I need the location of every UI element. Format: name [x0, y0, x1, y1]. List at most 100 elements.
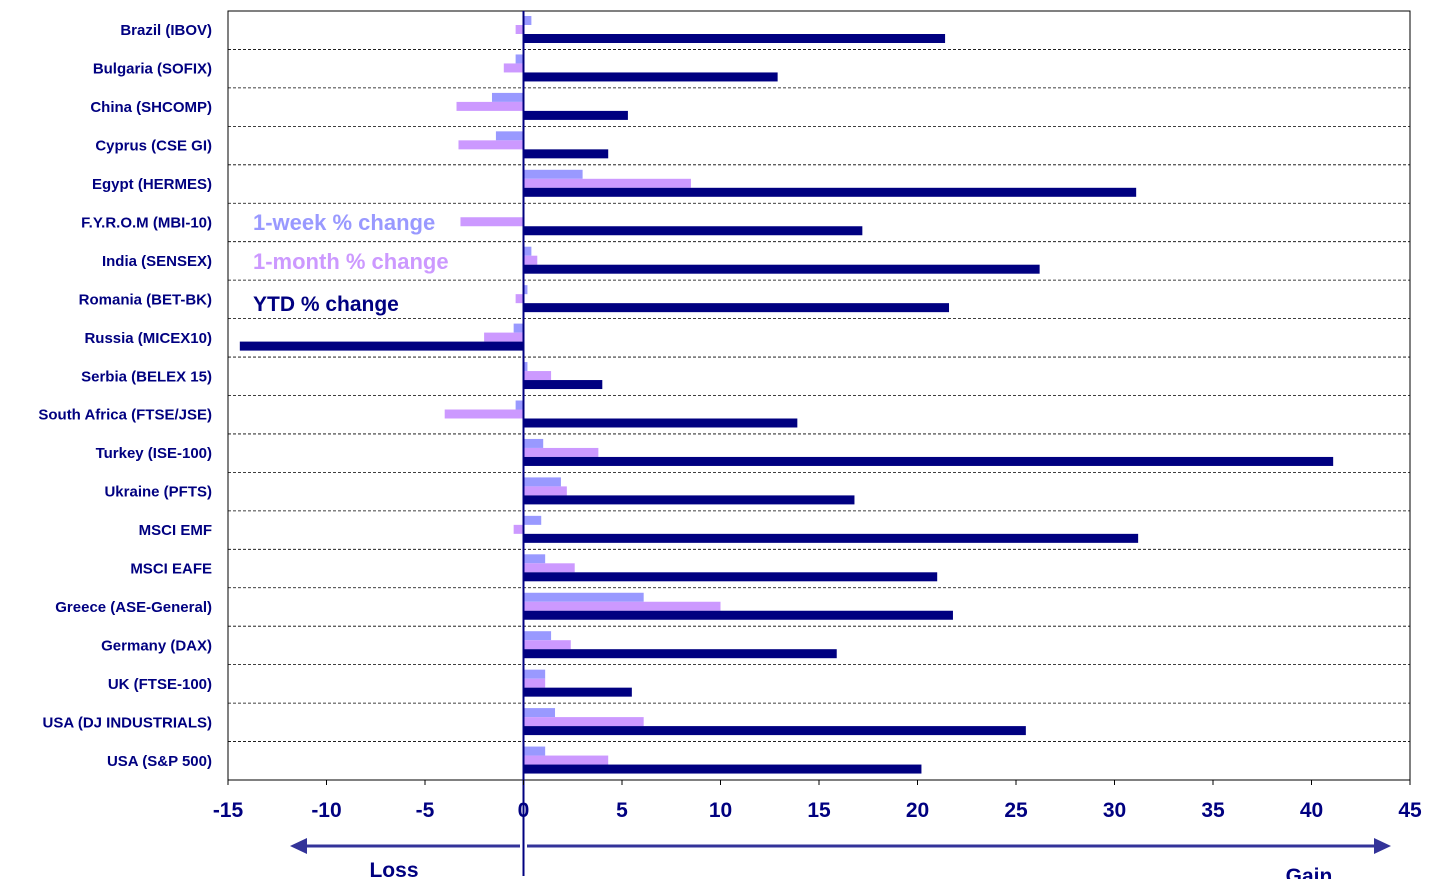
- bar-ytd-change-south-africa-ftse-jse: [523, 418, 798, 428]
- bar-1-week-change-bulgaria-sofix: [515, 54, 524, 64]
- bar-1-month-change-f-y-r-o-m-mbi-10: [460, 217, 524, 227]
- bar-ytd-change-romania-bet-bk: [523, 303, 950, 313]
- bar-ytd-change-f-y-r-o-m-mbi-10: [523, 226, 863, 236]
- bar-1-month-change-china-shcomp: [456, 101, 524, 111]
- bar-1-month-change-usa-s-p-500: [523, 755, 609, 765]
- bar-1-month-change-msci-emf: [513, 524, 524, 534]
- category-label: Cyprus (CSE GI): [95, 138, 212, 155]
- bar-ytd-change-serbia-belex-15: [523, 380, 603, 390]
- category-label: UK (FTSE-100): [108, 676, 212, 693]
- bar-1-week-change-russia-micex10: [513, 323, 524, 333]
- bar-ytd-change-egypt-hermes: [523, 187, 1137, 197]
- bar-1-week-change-cyprus-cse-gi: [495, 131, 524, 141]
- bar-1-month-change-ukraine-pfts: [523, 486, 567, 496]
- bar-ytd-change-bulgaria-sofix: [523, 72, 778, 82]
- bar-ytd-change-msci-eafe: [523, 572, 938, 582]
- bar-1-month-change-romania-bet-bk: [515, 294, 524, 304]
- bar-1-month-change-india-sensex: [523, 255, 538, 265]
- gain-label: Gain: [1286, 865, 1333, 879]
- category-label: Russia (MICEX10): [84, 330, 212, 347]
- category-label: MSCI EAFE: [130, 561, 212, 578]
- x-tick-label: 30: [1103, 799, 1126, 822]
- bar-1-week-change-brazil-ibov: [523, 16, 532, 25]
- x-tick-label: 25: [1004, 799, 1028, 822]
- x-tick-label: 10: [709, 799, 732, 822]
- legend-label-1-week-change: 1-week % change: [253, 210, 435, 235]
- category-label: Serbia (BELEX 15): [81, 368, 212, 385]
- bar-1-week-change-uk-ftse-100: [523, 669, 546, 679]
- x-tick-label: -10: [311, 799, 341, 822]
- bar-1-week-change-romania-bet-bk: [523, 285, 528, 295]
- bar-1-month-change-russia-micex10: [484, 332, 524, 342]
- category-label: Bulgaria (SOFIX): [93, 61, 212, 78]
- bar-ytd-change-cyprus-cse-gi: [523, 149, 609, 159]
- bar-1-week-change-msci-emf: [523, 515, 542, 525]
- bar-1-month-change-brazil-ibov: [515, 25, 524, 34]
- bar-1-month-change-serbia-belex-15: [523, 371, 552, 381]
- category-label: Germany (DAX): [101, 637, 212, 654]
- bar-1-month-change-south-africa-ftse-jse: [444, 409, 524, 419]
- category-label: India (SENSEX): [102, 253, 212, 270]
- category-label: MSCI EMF: [139, 522, 212, 539]
- bar-ytd-change-brazil-ibov: [523, 34, 946, 43]
- category-label: China (SHCOMP): [90, 99, 212, 116]
- bar-1-week-change-turkey-ise-100: [523, 438, 544, 448]
- bar-1-month-change-germany-dax: [523, 640, 571, 650]
- category-label: Egypt (HERMES): [92, 176, 212, 193]
- x-tick-label: -15: [213, 799, 244, 822]
- bar-ytd-change-russia-micex10: [239, 341, 524, 351]
- bar-1-week-change-msci-eafe: [523, 554, 546, 564]
- category-label: USA (DJ INDUSTRIALS): [43, 714, 212, 731]
- bar-1-week-change-china-shcomp: [491, 92, 524, 102]
- x-tick-label: -5: [416, 799, 435, 822]
- bar-ytd-change-greece-ase-general: [523, 610, 953, 620]
- x-tick-label: 40: [1300, 799, 1323, 822]
- bar-ytd-change-usa-dj-industrials: [523, 726, 1026, 736]
- bar-1-month-change-cyprus-cse-gi: [458, 140, 524, 150]
- category-label: Romania (BET-BK): [79, 291, 212, 308]
- category-label: Greece (ASE-General): [55, 599, 212, 616]
- bar-ytd-change-ukraine-pfts: [523, 495, 855, 505]
- bar-1-week-change-serbia-belex-15: [523, 362, 528, 372]
- bar-1-month-change-msci-eafe: [523, 563, 575, 573]
- bar-1-month-change-usa-dj-industrials: [523, 717, 644, 727]
- x-tick-label: 5: [616, 799, 628, 822]
- gain-arrowhead: [1374, 838, 1391, 854]
- bar-ytd-change-india-sensex: [523, 264, 1040, 274]
- legend-label-1-month-change: 1-month % change: [253, 249, 449, 274]
- bar-1-month-change-turkey-ise-100: [523, 447, 599, 457]
- bar-ytd-change-germany-dax: [523, 649, 837, 659]
- x-tick-label: 45: [1398, 799, 1422, 822]
- bar-1-month-change-uk-ftse-100: [523, 678, 546, 688]
- bar-1-week-change-india-sensex: [523, 246, 532, 256]
- bar-ytd-change-turkey-ise-100: [523, 456, 1334, 466]
- x-tick-label: 15: [807, 799, 831, 822]
- category-label: Ukraine (PFTS): [104, 484, 212, 501]
- bar-ytd-change-uk-ftse-100: [523, 687, 632, 697]
- category-label: F.Y.R.O.M (MBI-10): [81, 214, 212, 231]
- bar-1-month-change-bulgaria-sofix: [503, 63, 524, 73]
- x-tick-label: 0: [518, 799, 530, 822]
- bar-1-week-change-egypt-hermes: [523, 169, 583, 179]
- category-label: USA (S&P 500): [107, 753, 212, 770]
- bar-ytd-change-msci-emf: [523, 533, 1139, 543]
- category-label: South Africa (FTSE/JSE): [38, 407, 212, 424]
- bar-1-week-change-usa-dj-industrials: [523, 708, 556, 718]
- loss-arrowhead: [290, 838, 307, 854]
- bar-1-week-change-germany-dax: [523, 631, 552, 641]
- x-tick-label: 20: [906, 799, 929, 822]
- bar-ytd-change-china-shcomp: [523, 110, 628, 120]
- bar-1-week-change-greece-ase-general: [523, 592, 644, 602]
- bar-1-week-change-usa-s-p-500: [523, 746, 546, 756]
- bar-1-month-change-egypt-hermes: [523, 178, 691, 188]
- bar-1-week-change-ukraine-pfts: [523, 477, 561, 487]
- x-tick-label: 35: [1201, 799, 1225, 822]
- bar-1-month-change-greece-ase-general: [523, 601, 721, 611]
- legend-label-ytd-change: YTD % change: [253, 293, 399, 316]
- bar-1-week-change-south-africa-ftse-jse: [515, 400, 524, 410]
- category-label: Turkey (ISE-100): [96, 445, 212, 462]
- loss-label: Loss: [369, 859, 418, 879]
- category-label: Brazil (IBOV): [120, 22, 212, 39]
